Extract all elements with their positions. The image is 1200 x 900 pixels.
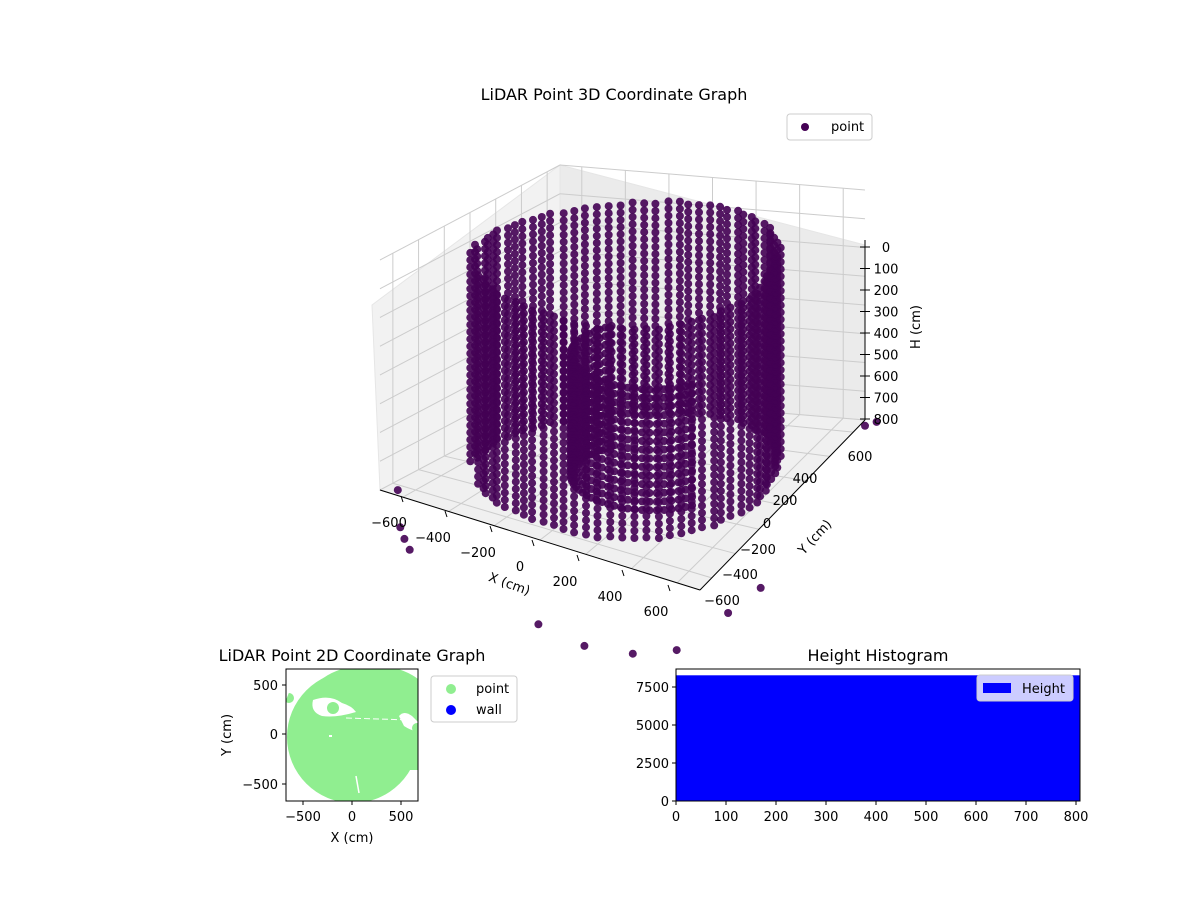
plot3d-z-tick-label: 800 [874, 413, 899, 428]
plot3d-z-tick-label: 600 [874, 370, 899, 385]
histogram-x-tick-label: 100 [714, 810, 739, 825]
plot3d-x-tick-label: −200 [460, 546, 496, 561]
plot2d-y-tick-label: 500 [253, 679, 278, 694]
plot2d-ylabel: Y (cm) [220, 714, 235, 757]
legend-point-marker-icon [446, 684, 456, 694]
histogram: Height Histogram 0 100 200 300 400 500 600 700 8… [636, 646, 1089, 825]
plot3d-x-tick-label: −400 [415, 531, 451, 546]
plot2d-xlabel: X (cm) [331, 831, 374, 846]
plot3d-legend: point [786, 113, 873, 141]
plot2d-y-tick-label: 0 [270, 728, 278, 743]
plot3d-x-tick-label: −600 [371, 516, 407, 531]
histogram-y-tick-label: 5000 [636, 719, 669, 734]
histogram-legend: Height [976, 674, 1074, 702]
plot3d-z-tick-label: 500 [874, 349, 899, 364]
histogram-legend-label: Height [1022, 682, 1065, 697]
plot3d-z-tick-label: 0 [882, 241, 890, 256]
plot3d-y-tick-label: 0 [763, 517, 771, 532]
legend-wall-marker-icon [446, 705, 456, 715]
histogram-x-tick-label: 400 [864, 810, 889, 825]
plot3d-z-tick-label: 300 [874, 306, 899, 321]
plot2d-legend-label-wall: wall [476, 703, 502, 718]
histogram-x-tick-label: 700 [1014, 810, 1039, 825]
plot2d-legend-label-point: point [476, 682, 509, 697]
plot2d-legend: point wall [430, 675, 518, 723]
histogram-x-tick-label: 600 [964, 810, 989, 825]
plot3d-z-ticks: 0 100 200 300 400 500 600 700 800 [860, 241, 898, 428]
histogram-axes-frame [675, 668, 1081, 802]
plot3d-y-tick-label: 200 [773, 494, 798, 509]
histogram-y-tick-label: 0 [661, 795, 669, 810]
plot3d-xlabel: X (cm) [486, 570, 532, 599]
plot3d-z-tick-label: 100 [874, 263, 899, 278]
plot3d-x-tick-label: 200 [553, 575, 578, 590]
plot3d-y-tick-label: −600 [704, 594, 740, 609]
plot3d-x-tick-label: 400 [598, 590, 623, 605]
legend-point-marker-icon [801, 123, 809, 131]
plot3d-point-cloud [393, 197, 881, 658]
plot3d-zlabel: H (cm) [909, 305, 924, 349]
plot3d: LiDAR Point 3D Coordinate Graph −600 −400… [371, 85, 924, 658]
plot3d-legend-box [786, 113, 873, 141]
histogram-x-tick-label: 300 [814, 810, 839, 825]
legend-height-swatch-icon [983, 683, 1011, 693]
plot3d-legend-label: point [831, 120, 864, 135]
plot3d-ylabel: Y (cm) [795, 517, 835, 559]
plot3d-y-tick-label: 600 [848, 450, 873, 465]
plot3d-z-tick-label: 700 [874, 392, 899, 407]
histogram-y-tick-label: 7500 [636, 681, 669, 696]
plot3d-y-tick-label: −200 [740, 543, 776, 558]
plot2d-y-tick-label: −500 [242, 778, 278, 793]
plot3d-z-tick-label: 200 [874, 284, 899, 299]
histogram-title: Height Histogram [808, 646, 949, 665]
plot2d-x-tick-label: −500 [285, 810, 321, 825]
plot2d-x-tick-label: 500 [389, 810, 414, 825]
plot2d-title: LiDAR Point 2D Coordinate Graph [219, 646, 486, 665]
histogram-x-tick-label: 800 [1064, 810, 1089, 825]
plot3d-y-axis-line [699, 419, 866, 591]
plot3d-x-ticks: −600 −400 −200 0 200 400 600 [371, 495, 671, 620]
plot2d: LiDAR Point 2D Coordinate Graph −500 0 500… [219, 646, 518, 846]
plot2d-ticks: −500 0 500 500 0 −500 [242, 679, 413, 825]
plot3d-title: LiDAR Point 3D Coordinate Graph [481, 85, 748, 104]
plot3d-axes [379, 240, 866, 591]
plot3d-y-tick-label: −400 [722, 568, 758, 583]
plot3d-y-tick-label: 400 [793, 472, 818, 487]
histogram-legend-box [976, 674, 1074, 702]
histogram-x-tick-label: 0 [672, 810, 680, 825]
histogram-ticks: 0 100 200 300 400 500 600 700 800 0 2500 5000 7500 [636, 681, 1089, 825]
histogram-y-tick-label: 2500 [636, 757, 669, 772]
plot3d-z-tick-label: 400 [874, 327, 899, 342]
histogram-x-tick-label: 500 [914, 810, 939, 825]
plot3d-x-tick-label: 0 [516, 560, 524, 575]
plot2d-x-tick-label: 0 [348, 810, 356, 825]
plot3d-x-tick-label: 600 [644, 605, 669, 620]
plot2d-points [286, 669, 418, 801]
plot3d-x-axis-line [379, 489, 701, 591]
histogram-x-tick-label: 200 [764, 810, 789, 825]
